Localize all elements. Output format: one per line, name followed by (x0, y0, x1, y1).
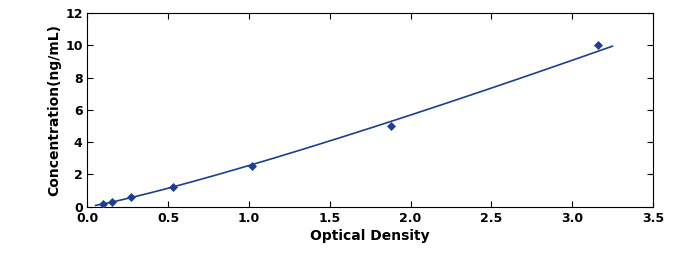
X-axis label: Optical Density: Optical Density (310, 229, 430, 243)
Y-axis label: Concentration(ng/mL): Concentration(ng/mL) (47, 24, 61, 196)
